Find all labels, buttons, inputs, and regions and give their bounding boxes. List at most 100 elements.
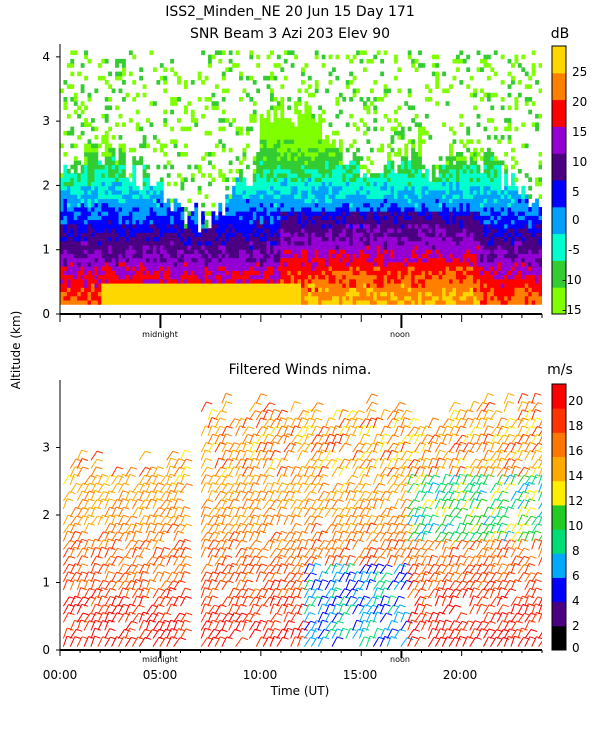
snr-cell: [356, 291, 360, 297]
snr-cell: [125, 253, 130, 259]
snr-cell: [442, 194, 446, 199]
snr-cell: [111, 236, 116, 242]
snr-cell: [104, 185, 109, 191]
snr-cell: [335, 185, 340, 191]
snr-cell: [490, 92, 495, 98]
snr-cell: [70, 190, 75, 195]
snr-cell: [380, 253, 385, 259]
snr-cell: [249, 219, 254, 225]
snr-cell: [331, 253, 336, 259]
snr-cell: [245, 295, 250, 301]
snr-cell: [362, 257, 367, 263]
snr-cell: [276, 185, 281, 191]
snr-cell: [414, 177, 419, 183]
snr-cell: [311, 228, 316, 233]
snr-cell: [393, 181, 398, 187]
snr-cell: [252, 194, 257, 199]
snr-cell: [366, 58, 371, 64]
snr-cell: [194, 236, 199, 242]
snr-cell: [369, 147, 374, 153]
snr-cell: [356, 240, 360, 246]
snr-cell: [180, 228, 185, 233]
snr-cell: [276, 118, 281, 123]
snr-cell: [118, 173, 123, 178]
snr-cell: [424, 232, 429, 238]
snr-cell: [159, 253, 164, 259]
snr-cell: [239, 190, 243, 195]
snr-cell: [304, 101, 309, 106]
snr-cell: [90, 156, 95, 161]
snr-cell: [77, 71, 82, 77]
snr-cell: [146, 177, 150, 183]
snr-cell: [473, 156, 477, 161]
snr-cell: [211, 287, 216, 293]
snr-cell: [218, 118, 223, 123]
snr-cell: [483, 173, 488, 178]
snr-cell: [466, 202, 471, 208]
snr-cell: [376, 198, 381, 204]
snr-cell: [87, 194, 92, 199]
snr-cell: [335, 240, 340, 246]
snr-cell: [232, 202, 236, 208]
snr-cell: [242, 240, 247, 246]
snr-cell: [280, 84, 285, 89]
snr-cell: [280, 287, 285, 293]
snr-cell: [335, 253, 340, 259]
snr-cell: [60, 245, 64, 250]
snr-cell: [366, 211, 371, 216]
snr-cell: [480, 207, 484, 212]
snr-cell: [280, 300, 285, 305]
snr-cell: [400, 164, 405, 170]
snr-cell: [431, 253, 436, 259]
snr-cell: [462, 160, 467, 166]
snr-cell: [366, 168, 371, 174]
snr-cell: [345, 232, 350, 238]
snr-cell: [304, 168, 309, 174]
snr-cell: [80, 270, 85, 276]
snr-cell: [128, 270, 133, 276]
snr-cell: [73, 232, 78, 238]
snr-cell: [170, 295, 175, 301]
snr-cell: [218, 257, 223, 263]
snr-cell: [380, 173, 385, 178]
snr-cell: [314, 135, 319, 140]
snr-cell: [325, 173, 329, 178]
snr-cell: [70, 270, 75, 276]
snr-cell: [455, 152, 460, 157]
snr-cell: [507, 71, 512, 77]
snr-cell: [338, 160, 343, 166]
snr-cell: [290, 147, 295, 153]
snr-cell: [311, 164, 316, 170]
snr-cell: [201, 113, 205, 119]
snr-cell: [249, 185, 254, 191]
snr-cell: [128, 147, 133, 153]
snr-cell: [135, 240, 140, 246]
snr-cell: [266, 300, 271, 305]
snr-cell: [297, 270, 302, 276]
snr-cell: [387, 300, 391, 305]
snr-cell: [318, 207, 323, 212]
snr-cell: [94, 177, 99, 183]
snr-cell: [490, 194, 495, 199]
snr-cell: [331, 219, 336, 225]
snr-cell: [314, 215, 319, 221]
snr-cell: [480, 287, 484, 293]
snr-cell: [87, 202, 92, 208]
snr-cell: [380, 126, 385, 132]
snr-cell: [101, 202, 106, 208]
snr-cell: [335, 228, 340, 233]
snr-cell: [194, 219, 199, 225]
snr-cell: [452, 185, 457, 191]
snr-cell: [459, 164, 464, 170]
snr-cell: [349, 198, 354, 204]
snr-cell: [60, 291, 64, 297]
snr-cell: [290, 130, 295, 136]
snr-cell: [469, 185, 474, 191]
snr-cell: [321, 291, 326, 297]
snr-cell: [163, 283, 168, 288]
snr-cell: [211, 232, 216, 238]
snr-cell: [397, 291, 402, 297]
snr-cell: [331, 67, 336, 72]
snr-cell: [342, 283, 347, 288]
snr-cell: [177, 75, 181, 81]
